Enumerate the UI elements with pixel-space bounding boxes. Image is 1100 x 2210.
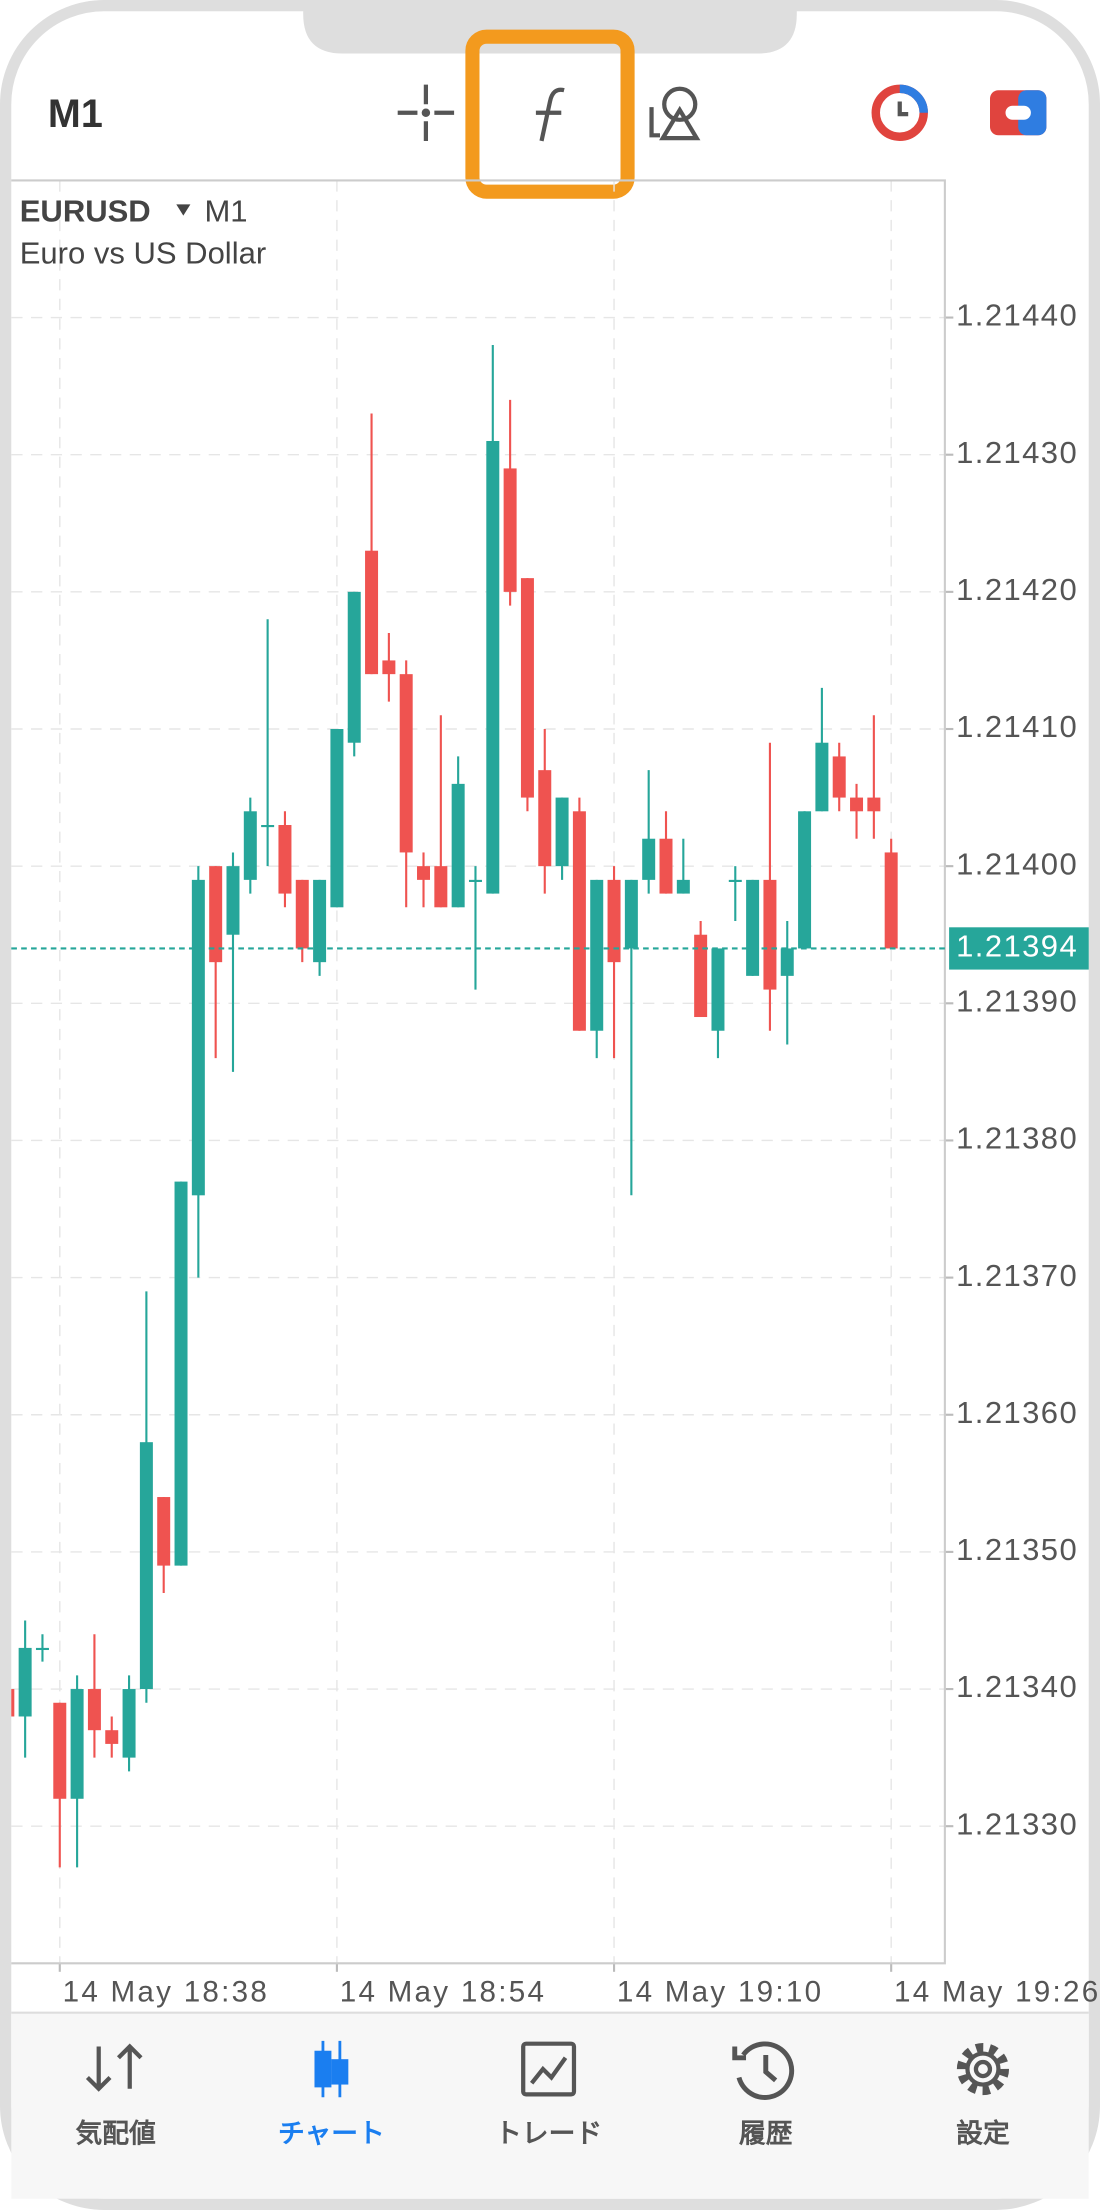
candle-body — [659, 838, 673, 894]
candle-body — [122, 1689, 136, 1758]
candle-body — [590, 879, 604, 1031]
candle-body — [70, 1689, 84, 1799]
candle-body — [382, 660, 396, 675]
description: Euro vs US Dollar — [20, 236, 266, 271]
tab-label[interactable]: 気配値 — [75, 2117, 156, 2148]
chart: 1.21330 1.21340 1.21350 1.21360 1.21370 1.213… — [11, 179, 1100, 2008]
y-tick-label: 1.21440 — [956, 298, 1078, 333]
history-icon[interactable] — [732, 2041, 795, 2100]
candle-body — [87, 1689, 101, 1731]
symbol: EURUSD — [20, 193, 151, 228]
dropdown-arrow — [176, 204, 191, 216]
account-icon[interactable] — [871, 84, 928, 141]
highlight-box — [465, 29, 635, 199]
candle-body — [850, 797, 864, 812]
candles — [11, 344, 898, 1868]
quotes-icon[interactable] — [85, 2043, 143, 2092]
objects-icon[interactable] — [649, 86, 701, 141]
timeframe-button[interactable]: M1 — [48, 92, 103, 136]
candle-body — [746, 879, 760, 976]
candle-body — [780, 948, 794, 976]
candle-body — [295, 879, 309, 949]
x-tick-label: 14 May 18:54 — [340, 1975, 546, 2008]
candle-body — [642, 838, 656, 880]
y-tick-label: 1.21410 — [956, 709, 1078, 744]
candle-body — [798, 811, 812, 949]
candle-body — [486, 440, 500, 894]
tab-label[interactable]: トレード — [495, 2118, 602, 2148]
trade-tab-icon[interactable] — [521, 2041, 577, 2097]
y-tick-label: 1.21350 — [956, 1532, 1078, 1567]
candle-body — [11, 1689, 15, 1717]
y-tick-label: 1.21330 — [956, 1806, 1078, 1841]
y-tick-label: 1.21390 — [956, 983, 1078, 1018]
candle-body — [226, 866, 240, 935]
chart-border — [11, 179, 946, 1965]
candle-body — [18, 1647, 32, 1717]
candle-body — [365, 550, 379, 675]
x-tick-label: 14 May 19:26 — [894, 1975, 1100, 2008]
tab-bar: 気配値 チャート トレード 履歴 設定 — [11, 2011, 1089, 2199]
candle-body — [884, 852, 898, 949]
x-tick-label: 14 May 18:38 — [63, 1975, 269, 2008]
candle-body — [105, 1730, 119, 1744]
chart-icon[interactable] — [314, 2040, 349, 2098]
tab-bar-bg — [11, 2012, 1089, 2199]
y-tick-label: 1.21400 — [956, 846, 1078, 881]
chart-timeframe: M1 — [204, 193, 247, 228]
current-price-box — [949, 927, 1089, 970]
candle-body — [694, 934, 708, 1018]
candle-body — [832, 756, 846, 798]
candle-body — [503, 468, 517, 592]
candle-body — [35, 1647, 49, 1651]
candle-body — [624, 879, 638, 949]
candle-body — [347, 591, 361, 743]
trade-icon[interactable] — [990, 90, 1047, 136]
candle-body — [157, 1497, 171, 1566]
candle-body — [728, 879, 742, 882]
crosshair-icon[interactable] — [397, 84, 455, 141]
y-tick-label: 1.21340 — [956, 1669, 1078, 1704]
candle-body — [815, 742, 829, 812]
candle-body — [174, 1181, 188, 1566]
candle-body — [867, 797, 881, 812]
x-tick-label: 14 May 19:10 — [617, 1975, 823, 2008]
candle-body — [53, 1702, 67, 1799]
y-tick-label: 1.21380 — [956, 1121, 1078, 1156]
candle-body — [278, 825, 292, 894]
indicator-icon[interactable] — [535, 87, 565, 142]
candle-body — [711, 948, 725, 1031]
candle-body — [520, 578, 534, 798]
candle-body — [763, 879, 777, 990]
candle-body — [434, 866, 448, 908]
candle-body — [261, 825, 275, 828]
candle-body — [451, 783, 465, 908]
candle-body — [139, 1442, 153, 1690]
y-tick-label: 1.21360 — [956, 1395, 1078, 1430]
tab-label[interactable]: 履歴 — [739, 2118, 793, 2148]
candle-body — [209, 866, 223, 963]
grid — [11, 180, 945, 1964]
tab-label[interactable]: 設定 — [956, 2117, 1010, 2148]
candle-body — [243, 811, 257, 880]
current-price-label: 1.21394 — [956, 929, 1078, 964]
y-tick-label: 1.21420 — [956, 572, 1078, 607]
candle-body — [468, 879, 482, 882]
candle-body — [330, 729, 344, 908]
settings-icon[interactable] — [956, 2042, 1010, 2096]
candle-body — [676, 879, 690, 894]
candle-body — [572, 811, 586, 1031]
y-tick-label: 1.21370 — [956, 1258, 1078, 1293]
candle-body — [313, 879, 327, 963]
tab-label[interactable]: チャート — [278, 2118, 385, 2148]
candle-body — [607, 879, 621, 963]
candle-body — [191, 879, 205, 1196]
candle-body — [399, 674, 413, 853]
candle-body — [417, 866, 431, 880]
candle-body — [555, 797, 569, 867]
candle-body — [538, 770, 552, 867]
y-tick-label: 1.21430 — [956, 435, 1078, 470]
